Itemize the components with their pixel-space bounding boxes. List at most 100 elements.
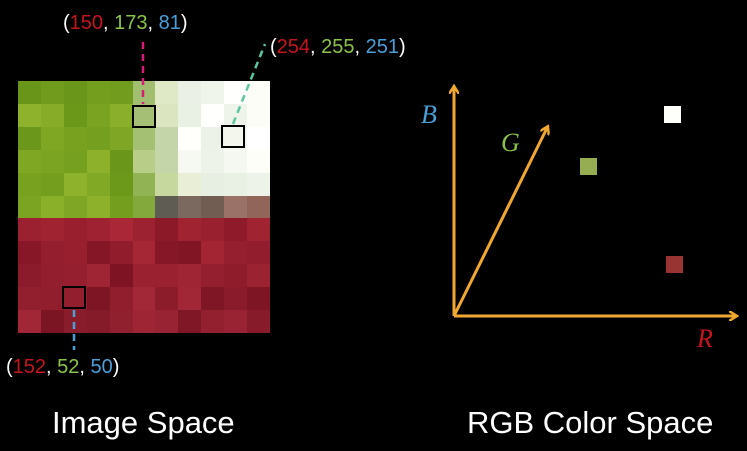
value-r: 152: [12, 356, 47, 378]
value-b: 251: [365, 36, 400, 58]
pixel-cell: [63, 310, 87, 333]
leader-line-white: [231, 43, 267, 125]
pixel-cell: [155, 218, 179, 242]
pixel-cell: [132, 310, 156, 333]
pixel-cell: [247, 195, 270, 219]
pixel-cell: [40, 310, 64, 333]
pixel-cell: [224, 241, 248, 265]
pixel-cell: [40, 218, 64, 242]
sample-label-red: (152, 52, 50): [6, 356, 120, 378]
pixel-cell: [201, 149, 225, 173]
pixel-cell: [109, 241, 133, 265]
pixel-cell: [109, 126, 133, 150]
color-point-white: [664, 106, 681, 123]
pixel-cell: [86, 195, 110, 219]
pixel-cell: [155, 81, 179, 104]
pixel-cell: [201, 172, 225, 196]
pixel-cell: [178, 241, 202, 265]
pixel-cell: [247, 103, 270, 127]
pixel-cell: [18, 241, 41, 265]
pixel-cell: [132, 103, 156, 127]
value-g: 255: [321, 36, 355, 58]
pixel-cell: [201, 218, 225, 242]
caption-rgb-color-space: RGB Color Space: [467, 405, 714, 440]
pixel-cell: [40, 241, 64, 265]
pixel-cell: [18, 81, 41, 104]
pixel-cell: [247, 264, 270, 288]
pixel-cell: [132, 195, 156, 219]
pixel-cell: [224, 149, 248, 173]
color-point-green: [580, 158, 597, 175]
pixel-cell: [18, 126, 41, 150]
value-g: 52: [57, 356, 80, 378]
pixel-cell: [40, 264, 64, 288]
pixel-cell: [247, 149, 270, 173]
pixel-cell: [201, 195, 225, 219]
pixel-cell: [18, 218, 41, 242]
pixel-cell: [18, 264, 41, 288]
pixel-cell: [132, 264, 156, 288]
pixel-cell: [178, 310, 202, 333]
pixel-cell: [178, 81, 202, 104]
pixel-cell: [132, 218, 156, 242]
pixel-cell: [63, 287, 87, 311]
pixel-cell: [132, 126, 156, 150]
pixel-cell: [40, 172, 64, 196]
pixel-cell: [18, 287, 41, 311]
sample-box-green: [132, 105, 156, 128]
pixel-cell: [155, 310, 179, 333]
pixel-cell: [86, 149, 110, 173]
pixel-cell: [178, 195, 202, 219]
axis-g: [452, 128, 547, 317]
pixel-cell: [201, 310, 225, 333]
pixel-cell: [201, 103, 225, 127]
pixel-cell: [18, 103, 41, 127]
pixel-cell: [18, 195, 41, 219]
pixel-cell: [178, 172, 202, 196]
axis-label-g: G: [501, 128, 520, 157]
pixel-cell: [201, 241, 225, 265]
pixel-cell: [224, 126, 248, 150]
pixel-cell: [155, 195, 179, 219]
pixel-cell: [224, 103, 248, 127]
pixel-cell: [40, 103, 64, 127]
pixel-cell: [247, 126, 270, 150]
pixel-cell: [155, 264, 179, 288]
pixel-cell: [247, 310, 270, 333]
pixel-cell: [86, 218, 110, 242]
pixel-cell: [132, 241, 156, 265]
pixel-cell: [63, 264, 87, 288]
pixel-cell: [178, 126, 202, 150]
pixel-cell: [109, 264, 133, 288]
pixel-cell: [224, 310, 248, 333]
pixel-cell: [178, 287, 202, 311]
pixel-cell: [178, 264, 202, 288]
pixel-cell: [201, 287, 225, 311]
pixel-cell: [109, 287, 133, 311]
pixel-cell: [178, 103, 202, 127]
axis-label-r: R: [697, 324, 713, 353]
pixel-cell: [201, 81, 225, 104]
pixel-cell: [224, 218, 248, 242]
caption-image-space: Image Space: [52, 405, 235, 440]
pixel-cell: [247, 172, 270, 196]
pixel-cell: [63, 149, 87, 173]
pixel-cell: [155, 287, 179, 311]
pixel-cell: [63, 172, 87, 196]
pixel-cell: [86, 172, 110, 196]
axis-label-b: B: [421, 100, 437, 129]
color-point-red: [666, 256, 683, 273]
pixel-cell: [86, 264, 110, 288]
pixel-cell: [132, 287, 156, 311]
pixel-cell: [40, 287, 64, 311]
pixel-cell: [109, 218, 133, 242]
pixel-cell: [247, 218, 270, 242]
sample-label-white: (254, 255, 251): [270, 36, 406, 58]
pixel-cell: [40, 126, 64, 150]
pixel-cell: [132, 172, 156, 196]
pixel-cell: [86, 241, 110, 265]
sample-box-red: [62, 286, 86, 309]
pixel-cell: [224, 264, 248, 288]
pixel-cell: [155, 149, 179, 173]
